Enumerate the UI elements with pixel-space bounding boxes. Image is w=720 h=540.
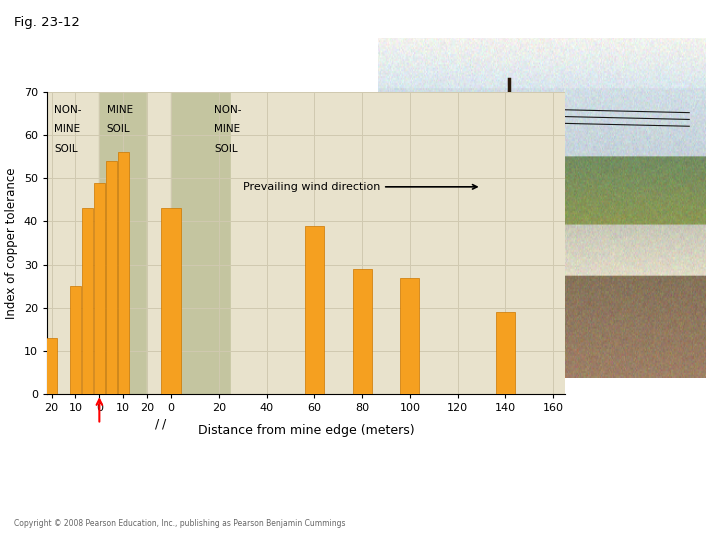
Bar [496, 312, 515, 394]
X-axis label: Distance from mine edge (meters): Distance from mine edge (meters) [198, 424, 414, 437]
Text: NON-: NON- [214, 105, 241, 115]
Bar [353, 269, 372, 394]
Bar [171, 92, 230, 394]
Text: /: / [155, 418, 159, 431]
Text: Copyright © 2008 Pearson Education, Inc., publishing as Pearson Benjamin Cumming: Copyright © 2008 Pearson Education, Inc.… [14, 519, 346, 528]
Bar [82, 208, 93, 394]
Text: SOIL: SOIL [214, 144, 238, 154]
Text: MINE: MINE [54, 124, 80, 134]
Bar [99, 92, 147, 394]
Bar [230, 92, 565, 394]
Text: Prevailing wind direction: Prevailing wind direction [243, 182, 477, 192]
Bar [47, 92, 99, 394]
Text: NON-: NON- [54, 105, 81, 115]
Bar [161, 208, 181, 394]
Bar [147, 92, 171, 394]
Text: MINE: MINE [107, 105, 132, 115]
Text: MINE: MINE [214, 124, 240, 134]
Y-axis label: Index of copper tolerance: Index of copper tolerance [5, 167, 18, 319]
Text: /: / [162, 418, 166, 431]
Text: SOIL: SOIL [107, 124, 130, 134]
Bar [94, 183, 104, 394]
Bar [106, 161, 117, 394]
Bar [46, 338, 57, 394]
Bar [70, 286, 81, 394]
Text: SOIL: SOIL [54, 144, 78, 154]
Text: Fig. 23-12: Fig. 23-12 [14, 16, 80, 29]
Bar [305, 226, 324, 394]
Bar [400, 278, 420, 394]
Bar [118, 152, 129, 394]
